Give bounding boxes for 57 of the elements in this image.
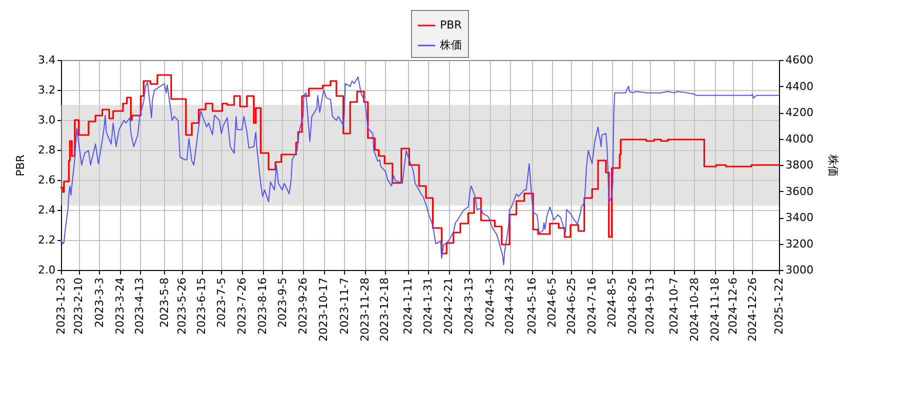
x-tick-label: 2023-5-26 [175,278,188,334]
x-tick-label: 2024-5-16 [526,278,539,334]
y2-axis-title: 株価 [826,154,840,176]
x-tick-label: 2023-10-17 [317,278,330,342]
x-tick-label: 2024-10-28 [688,278,701,342]
y2-tick-label: 4200 [786,106,814,119]
x-tick-label: 2024-8-26 [626,278,639,334]
x-tick-label: 2024-12-26 [746,278,759,342]
y2-tick-label: 3000 [786,264,814,276]
y2-tick-label: 3600 [786,184,814,198]
x-tick-label: 2023-9-26 [296,278,310,334]
x-tick-label: 2023-5-8 [158,278,171,328]
y-tick-label: 3.0 [38,114,56,126]
y2-tick-label: 3800 [786,158,814,172]
x-tick-label: 2023-7-5 [214,278,228,328]
x-tick-label: 2023-3-3 [92,278,106,328]
x-tick-label: 2023-11-28 [358,278,372,342]
x-tick-label: 2024-7-16 [586,278,599,334]
x-tick-label: 2024-4-3 [483,278,496,328]
y-tick-label: 2.2 [38,234,56,246]
legend-label: 株価 [439,38,462,52]
x-tick-label: 2024-10-7 [667,278,680,334]
y-tick-label: 3.2 [38,84,56,96]
x-tick-label: 2024-6-25 [564,278,578,334]
x-tick-label: 2024-4-23 [503,278,516,334]
legend-label: PBR [440,18,462,32]
x-tick-label: 2023-3-24 [114,278,127,334]
x-tick-label: 2024-1-11 [402,278,415,334]
y2-tick-label: 3200 [786,237,814,250]
x-tick-label: 2024-8-5 [605,278,618,328]
x-tick-label: 2023-1-23 [54,278,68,334]
x-tick-label: 2023-12-18 [378,278,392,342]
y-axis-title: PBR [14,154,28,176]
y-tick-label: 3.4 [38,54,56,66]
x-tick-label: 2024-3-13 [462,278,476,334]
x-tick-label: 2023-2-10 [72,278,86,334]
x-tick-label: 2024-9-13 [644,278,657,334]
y2-tick-label: 4600 [786,54,814,66]
y2-tick-label: 4000 [786,132,814,146]
y-tick-label: 2.4 [38,204,56,216]
x-tick-label: 2023-4-13 [133,278,146,334]
y-tick-label: 2.0 [38,264,56,276]
y2-tick-label: 4400 [786,80,814,93]
x-tick-label: 2023-11-7 [338,278,351,334]
x-tick-label: 2023-7-26 [235,278,248,334]
x-tick-label: 2023-8-16 [256,278,270,334]
y2-tick-label: 3400 [786,211,814,224]
x-tick-label: 2024-12-6 [726,278,740,334]
x-tick-label: 2023-9-5 [276,278,289,328]
x-tick-label: 2024-6-5 [545,278,558,328]
x-tick-label: 2023-6-15 [195,278,208,334]
x-tick-label: 2024-11-18 [708,278,722,342]
y-tick-label: 2.8 [38,144,56,156]
x-tick-label: 2024-2-21 [442,278,456,334]
x-tick-label: 2025-1-22 [772,278,786,334]
x-tick-label: 2024-1-31 [421,278,434,334]
y-tick-label: 2.6 [38,174,56,186]
